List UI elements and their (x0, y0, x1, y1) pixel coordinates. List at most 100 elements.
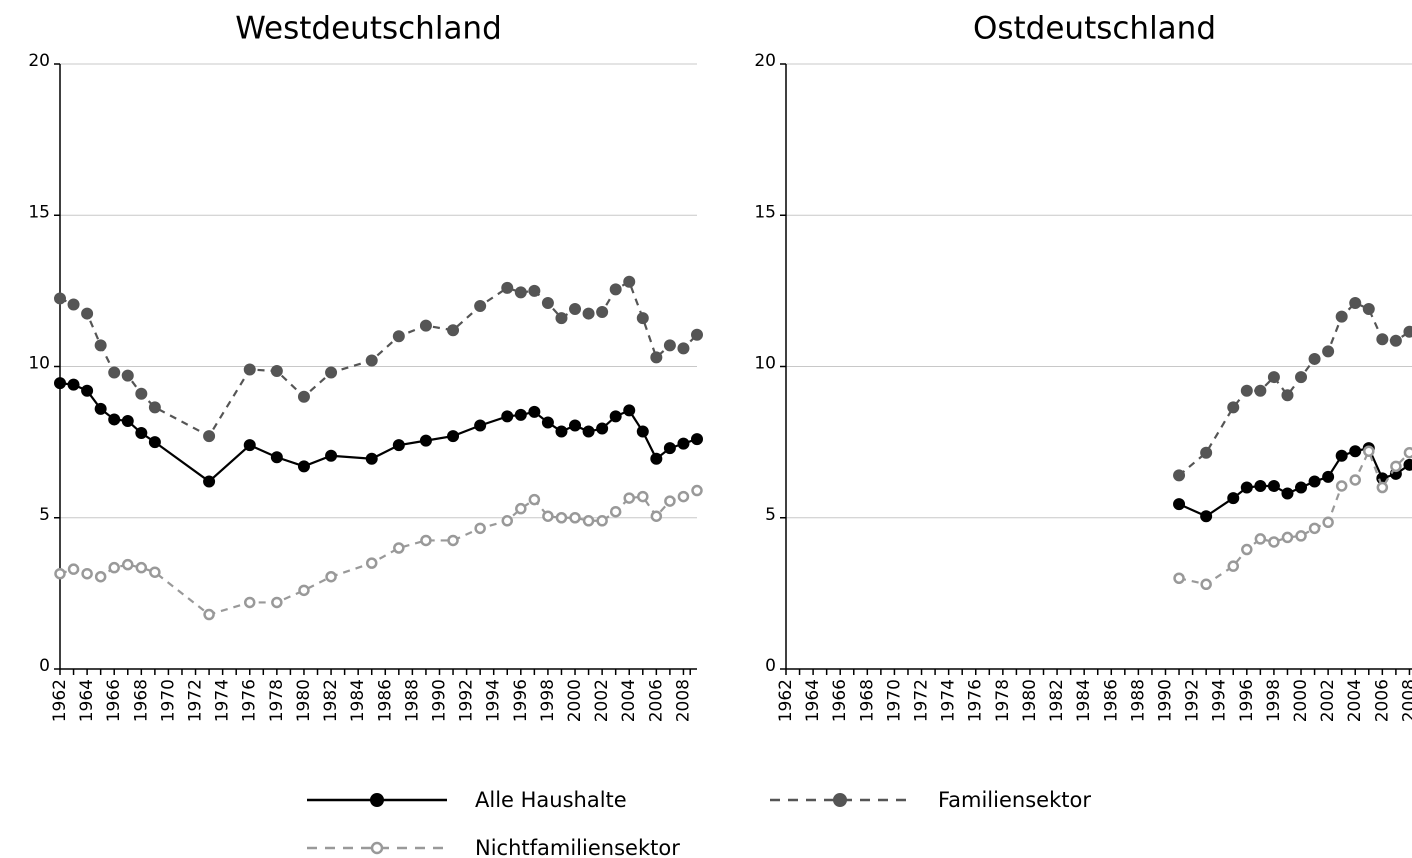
marker (691, 484, 703, 497)
marker (1254, 479, 1267, 492)
marker (243, 596, 256, 609)
marker (596, 422, 609, 435)
marker (650, 510, 663, 522)
chart-title: Ostdeutschland (973, 11, 1216, 47)
x-tick-label: 2008 (1399, 679, 1412, 722)
marker (297, 390, 310, 403)
x-tick-label: 1998 (538, 679, 558, 722)
marker (474, 300, 487, 312)
series (54, 275, 703, 443)
marker (270, 365, 283, 378)
x-tick-label: 1998 (1264, 679, 1284, 722)
marker (54, 567, 66, 580)
series (1173, 296, 1412, 482)
marker (1227, 560, 1240, 572)
marker (1281, 487, 1294, 500)
marker (135, 561, 148, 574)
marker (515, 502, 527, 515)
marker (1281, 389, 1294, 402)
marker (623, 404, 636, 417)
marker (1281, 531, 1294, 544)
x-tick-label: 1996 (1237, 679, 1257, 722)
x-tick-label: 1966 (830, 679, 850, 722)
marker (1295, 481, 1308, 494)
marker (203, 430, 216, 443)
x-tick-label: 2000 (1291, 679, 1311, 722)
marker (1322, 470, 1335, 483)
x-tick-label: 1974 (213, 679, 233, 722)
x-tick-label: 1988 (1128, 679, 1148, 722)
x-tick-label: 1988 (402, 679, 422, 722)
x-tick-label: 1984 (348, 679, 368, 722)
x-tick-label: 2004 (1345, 679, 1365, 722)
marker (203, 475, 216, 488)
marker (677, 342, 690, 355)
marker (419, 434, 432, 447)
marker (501, 281, 514, 294)
marker (81, 384, 94, 397)
marker (1173, 498, 1186, 511)
x-tick-label: 1962 (776, 679, 796, 722)
marker (270, 451, 283, 464)
marker (1200, 578, 1212, 591)
marker (582, 515, 595, 527)
marker (365, 452, 378, 465)
marker (1389, 334, 1402, 347)
marker (298, 584, 310, 597)
marker (94, 570, 107, 583)
y-tick-label: 20 (28, 51, 50, 71)
y-tick-label: 15 (28, 202, 50, 222)
x-tick-label: 1976 (240, 679, 260, 722)
marker (1362, 303, 1375, 316)
marker (67, 298, 80, 311)
marker (501, 410, 514, 423)
marker (1200, 510, 1213, 523)
marker (1240, 481, 1253, 494)
x-tick-label: 1974 (939, 679, 959, 722)
marker (121, 369, 134, 382)
marker (365, 557, 378, 569)
marker (528, 284, 541, 297)
marker (1227, 492, 1240, 505)
x-tick-label: 2008 (673, 679, 693, 722)
marker (677, 437, 690, 450)
legend-marker (370, 841, 384, 855)
x-tick-label: 1980 (1020, 679, 1040, 722)
x-tick-label: 1962 (50, 679, 70, 722)
marker (447, 324, 460, 337)
legend-label: Alle Haushalte (475, 788, 627, 812)
series (54, 484, 703, 621)
marker (1308, 352, 1321, 365)
marker (650, 351, 663, 364)
marker (54, 292, 66, 305)
x-tick-label: 1968 (857, 679, 877, 722)
x-tick-label: 1992 (1183, 679, 1203, 722)
marker (271, 596, 283, 609)
x-tick-label: 1966 (104, 679, 124, 722)
marker (122, 558, 134, 571)
y-tick-label: 5 (765, 505, 776, 525)
marker (691, 433, 703, 446)
x-tick-label: 1970 (884, 679, 904, 722)
x-tick-label: 1984 (1074, 679, 1094, 722)
x-tick-label: 1990 (429, 679, 449, 722)
marker (609, 410, 622, 423)
marker (474, 419, 487, 432)
series (1173, 445, 1412, 591)
marker (555, 512, 568, 524)
marker (542, 510, 554, 522)
series-line (1178, 301, 1411, 477)
legend-label: Nichtfamiliensektor (475, 836, 680, 858)
marker (420, 534, 432, 547)
marker (1363, 445, 1375, 457)
marker (1173, 469, 1186, 482)
marker (243, 363, 256, 376)
marker (1308, 475, 1321, 488)
marker (637, 490, 649, 503)
marker (528, 493, 541, 506)
marker (501, 515, 514, 527)
marker (677, 490, 690, 503)
chart-title: Westdeutschland (235, 11, 502, 47)
marker (528, 405, 541, 418)
marker (392, 330, 405, 343)
